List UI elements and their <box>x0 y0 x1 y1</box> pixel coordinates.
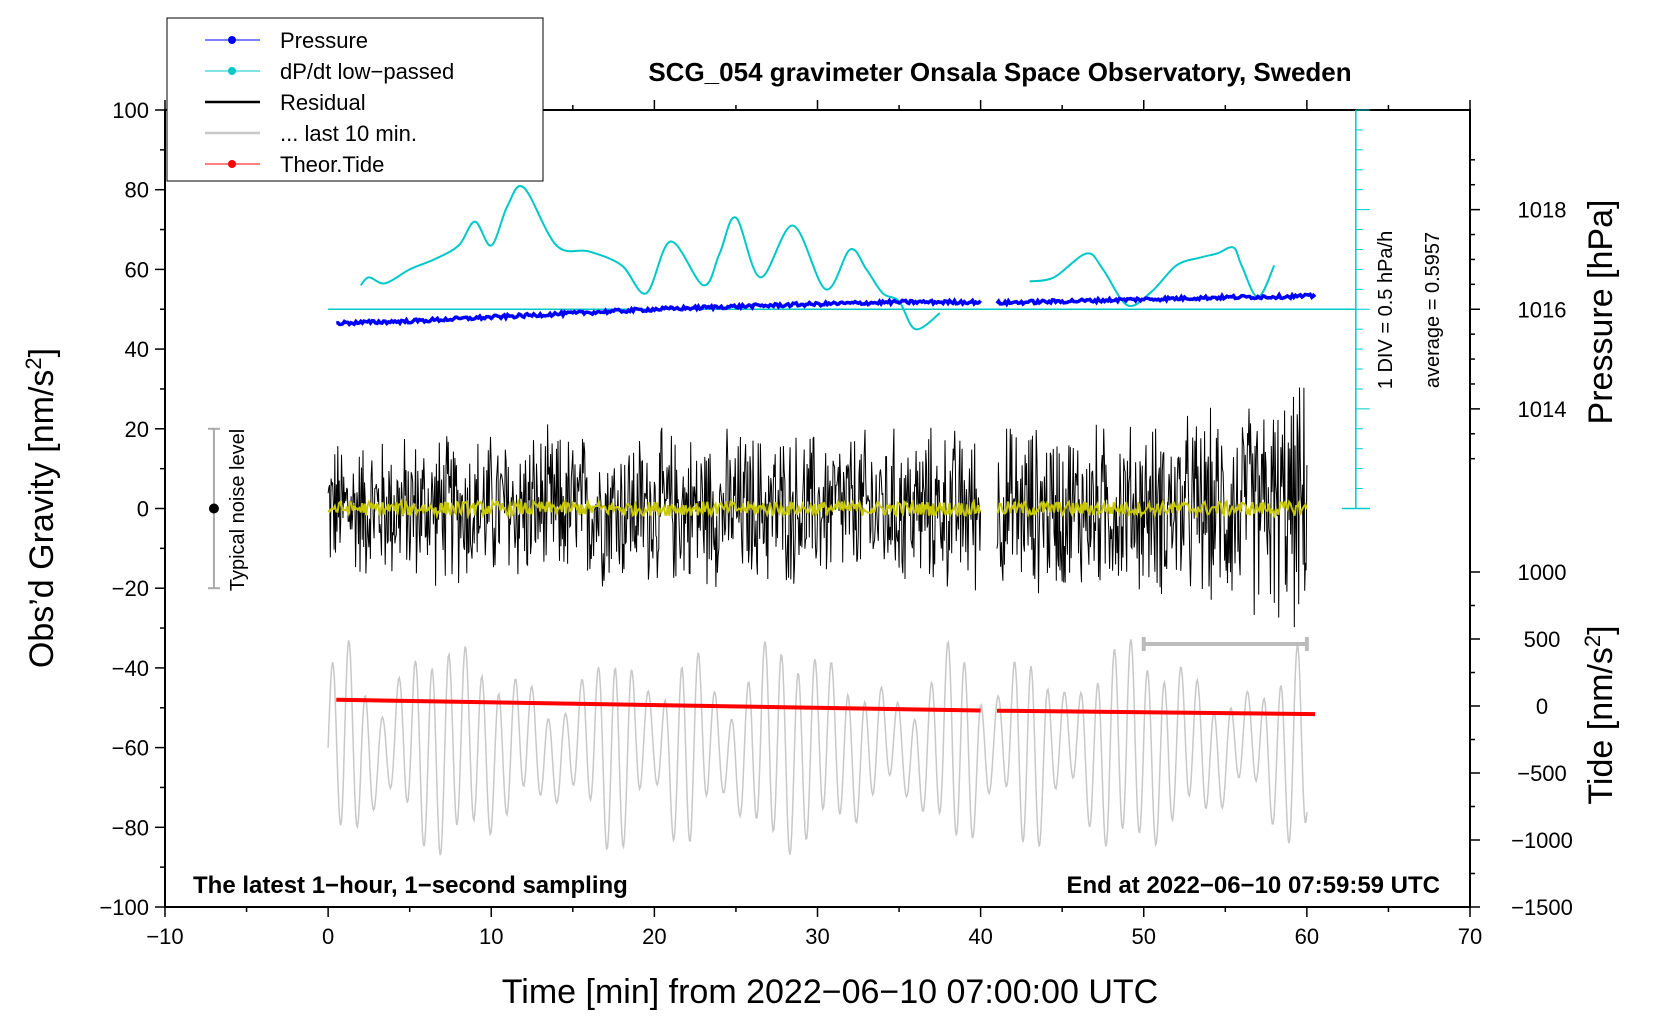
pressure-scale-average: average = 0.5957 <box>1422 232 1444 388</box>
legend-label: dP/dt low−passed <box>280 59 454 84</box>
y-axis-title-tide-suffix: ] <box>1582 625 1620 634</box>
theor-tide-line <box>336 697 981 713</box>
y-tick-label: 80 <box>125 178 149 203</box>
note-end-time: End at 2022−06−10 07:59:59 UTC <box>1066 872 1440 899</box>
theor-tide-line <box>996 708 1316 717</box>
legend-label: ... last 10 min. <box>280 121 417 146</box>
y-tick-label: −40 <box>112 656 149 681</box>
y-axis-title-left-suffix: ] <box>23 348 61 357</box>
noise-level-label: Typical noise level <box>227 429 249 591</box>
legend: Pressure dP/dt low−passed Residual ... last… <box>166 17 544 182</box>
legend-label: Residual <box>280 90 366 115</box>
dpdt-line <box>360 185 941 331</box>
tide-tick-label: 1000 <box>1518 560 1567 585</box>
axis-ticks: −10 0 10 20 30 40 50 60 70100806040200−20−40−60−… <box>99 98 1572 949</box>
note-latest-hour: The latest 1−hour, 1−second sampling <box>193 872 628 899</box>
y-axis-title-tide-prefix: Tide [nm/s <box>1582 647 1620 804</box>
last-10-min-line <box>327 639 1308 856</box>
annotation-layer <box>207 109 1370 651</box>
x-tick-label: 40 <box>968 924 992 949</box>
series-layer <box>327 185 1356 856</box>
pressure-tick-label: 1014 <box>1518 397 1567 422</box>
pressure-line <box>995 291 1317 308</box>
y-axis-title-pressure: Pressure [hPa] <box>1582 200 1620 425</box>
x-tick-label: 20 <box>642 924 666 949</box>
x-tick-label: 10 <box>479 924 503 949</box>
x-axis-title: Time [min] from 2022−06−10 07:00:00 UTC <box>502 973 1158 1011</box>
legend-label: Pressure <box>280 28 368 53</box>
noise-bar-center <box>208 503 219 514</box>
smoothed-residual-line <box>996 497 1308 519</box>
y-tick-label: 60 <box>125 257 149 282</box>
y-tick-label: 20 <box>125 417 149 442</box>
x-tick-label: 60 <box>1295 924 1319 949</box>
chart-title: SCG_054 gravimeter Onsala Space Observat… <box>648 57 1351 87</box>
tide-tick-label: 0 <box>1536 694 1548 719</box>
y-tick-label: −60 <box>112 736 149 761</box>
y-axis-title-left: Obs’d Gravity [nm/s2] <box>21 348 62 668</box>
smoothed-residual-line <box>327 497 982 520</box>
pressure-tick-label: 1016 <box>1518 297 1567 322</box>
y-axis-title-tide-sup: 2 <box>1580 635 1605 647</box>
y-tick-label: −100 <box>99 895 149 920</box>
pressure-scale-div: 1 DIV = 0.5 hPa/h <box>1375 231 1397 389</box>
dpdt-line <box>1029 246 1276 307</box>
y-tick-label: 40 <box>125 337 149 362</box>
residual-line <box>996 387 1308 628</box>
legend-swatch-dot <box>228 36 236 44</box>
x-tick-label: 30 <box>805 924 829 949</box>
pressure-tick-label: 1018 <box>1518 198 1567 223</box>
y-axis-title-tide: Tide [nm/s2] <box>1580 625 1621 804</box>
tide-tick-label: −1000 <box>1511 828 1573 853</box>
legend-label: Theor.Tide <box>280 152 384 177</box>
x-tick-label: −10 <box>146 924 183 949</box>
legend-swatch-dot <box>228 67 236 75</box>
legend-swatch-dot <box>228 160 236 168</box>
y-tick-label: −20 <box>112 576 149 601</box>
tide-tick-label: −500 <box>1517 761 1567 786</box>
pressure-line <box>336 297 982 327</box>
x-tick-label: 0 <box>322 924 334 949</box>
legend-box <box>166 17 544 182</box>
y-axis-title-left-prefix: Obs’d Gravity [nm/s <box>23 370 61 669</box>
tide-tick-label: −1500 <box>1511 895 1573 920</box>
tide-tick-label: 500 <box>1524 627 1561 652</box>
y-axis-title-left-sup: 2 <box>21 357 46 369</box>
y-tick-label: 0 <box>137 497 149 522</box>
x-tick-label: 70 <box>1458 924 1482 949</box>
y-tick-label: −80 <box>112 815 149 840</box>
y-tick-label: 100 <box>112 98 149 123</box>
x-tick-label: 50 <box>1132 924 1156 949</box>
